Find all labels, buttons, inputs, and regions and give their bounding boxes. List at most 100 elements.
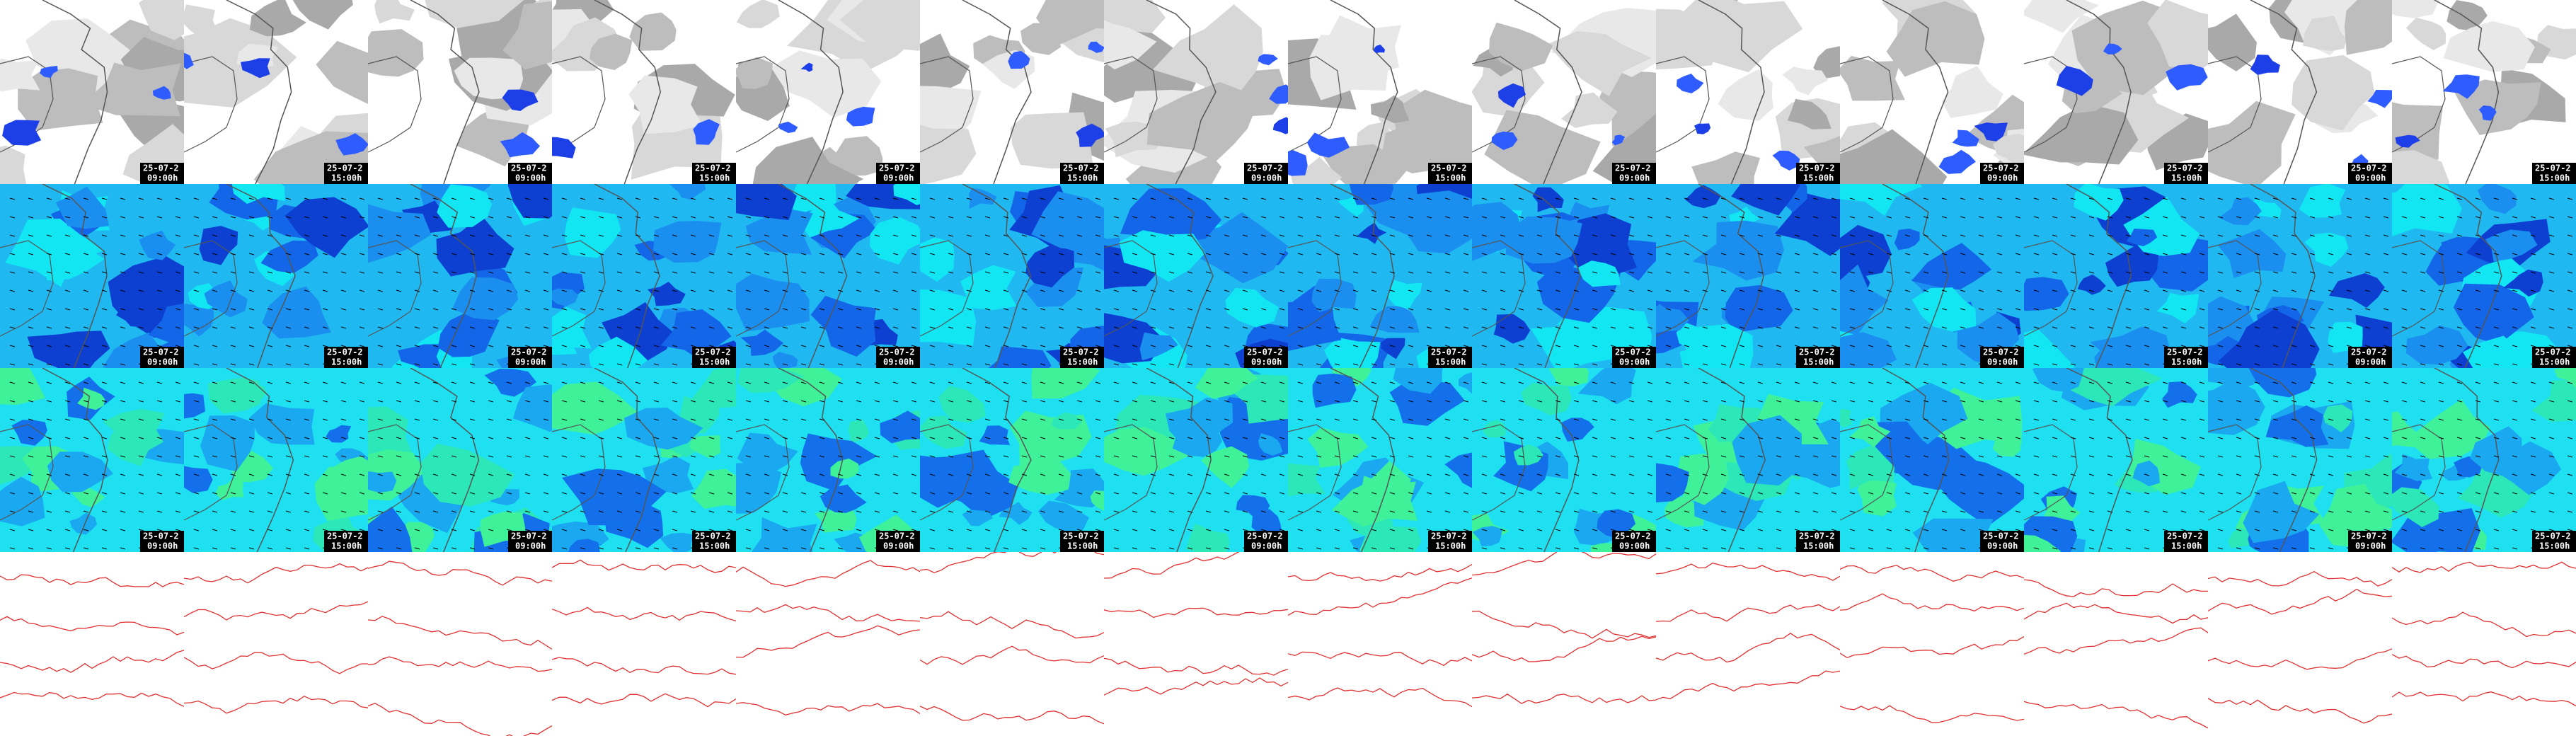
tile-content xyxy=(0,368,184,552)
wind-arrow xyxy=(1205,197,1212,200)
wind-arrow xyxy=(1628,271,1635,274)
wind-arrow xyxy=(1720,308,1727,311)
map-tile: 25-07-215:00h xyxy=(1656,368,1840,552)
wind-arrow xyxy=(2530,455,2536,458)
wind-arrow xyxy=(285,547,292,550)
wind-arrow xyxy=(2125,510,2132,513)
wind-arrow xyxy=(120,510,126,513)
wind-arrow xyxy=(1371,437,1377,439)
blob xyxy=(691,468,736,509)
tile-content xyxy=(1288,0,1472,184)
wind-arrow xyxy=(966,345,972,347)
wind-arrow xyxy=(1665,345,1672,347)
wind-arrow xyxy=(1150,455,1156,458)
blob xyxy=(1185,523,1230,552)
wind-arrow xyxy=(1279,492,1285,495)
wind-arrow xyxy=(2272,253,2279,255)
wind-arrow xyxy=(2217,253,2224,255)
blob xyxy=(1846,444,1894,490)
wind-arrow xyxy=(1684,271,1690,274)
wind-arrow xyxy=(1426,437,1432,439)
wind-arrow xyxy=(1444,197,1451,200)
wind-arrow xyxy=(1187,529,1193,531)
wind-arrow xyxy=(2309,400,2316,403)
wind-arrow xyxy=(2070,473,2076,476)
wind-arrow xyxy=(2291,308,2297,311)
wind-arrow xyxy=(708,197,715,200)
map-tile xyxy=(1104,552,1288,736)
wind-arrow xyxy=(2107,345,2113,347)
wind-arrow xyxy=(304,473,310,476)
wind-arrow xyxy=(1463,234,1469,237)
wind-arrow xyxy=(1500,216,1506,219)
wind-arrow xyxy=(101,455,108,458)
blob xyxy=(1008,450,1071,495)
contour xyxy=(1840,636,2024,659)
wind-arrow xyxy=(524,253,531,255)
border-line xyxy=(552,424,606,521)
wind-arrow xyxy=(28,381,34,384)
wind-arrow xyxy=(1187,473,1193,476)
wind-arrow xyxy=(2272,234,2279,237)
wind-arrow xyxy=(469,455,476,458)
blob xyxy=(1731,184,1800,216)
tile-content xyxy=(2208,368,2392,552)
wind-arrow xyxy=(708,308,715,311)
wind-arrow xyxy=(2125,529,2132,531)
wind-arrow xyxy=(359,234,365,237)
wind-arrow xyxy=(2236,492,2242,495)
wind-arrow xyxy=(1941,197,1948,200)
wind-arrow xyxy=(1996,418,2003,421)
wind-arrow xyxy=(285,326,292,329)
time-label-bg xyxy=(2164,347,2208,368)
wind-arrow xyxy=(1776,455,1782,458)
wind-arrow xyxy=(1279,473,1285,476)
wind-arrow xyxy=(2309,437,2316,439)
wind-arrow xyxy=(1720,197,1727,200)
contour xyxy=(1288,563,1472,582)
wind-arrow xyxy=(1812,473,1819,476)
blob xyxy=(2392,150,2450,184)
wind-arrow xyxy=(488,547,494,550)
border-line xyxy=(920,240,974,337)
wind-arrow xyxy=(396,363,402,366)
wind-arrow xyxy=(156,197,163,200)
wind-arrow xyxy=(1426,197,1432,200)
blob xyxy=(691,368,736,409)
wind-arrow xyxy=(2512,363,2518,366)
wind-arrow xyxy=(230,289,236,292)
wind-arrow xyxy=(156,437,163,439)
map-tile: 25-07-215:00h xyxy=(1288,184,1472,368)
wind-arrow xyxy=(120,308,126,311)
wind-arrow xyxy=(248,547,255,550)
time-label-bg xyxy=(1980,163,2024,184)
wind-arrow xyxy=(1224,345,1230,347)
wind-arrow xyxy=(1003,547,1009,550)
wind-arrow xyxy=(1794,326,1800,329)
time-label-bg xyxy=(1612,531,1656,552)
wind-arrow xyxy=(2438,492,2444,495)
wind-arrow xyxy=(653,308,660,311)
wind-arrow xyxy=(322,345,328,347)
wind-arrow xyxy=(2401,345,2408,347)
wind-arrow xyxy=(322,253,328,255)
map-tile: 25-07-215:00h xyxy=(920,184,1104,368)
wind-arrow xyxy=(1463,253,1469,255)
wind-arrow xyxy=(2493,234,2500,237)
wind-arrow xyxy=(1941,381,1948,384)
wind-arrow xyxy=(1849,289,1856,292)
wind-arrow xyxy=(1776,473,1782,476)
blob xyxy=(2156,292,2200,323)
wind-arrow xyxy=(2328,510,2334,513)
blob xyxy=(2094,344,2141,368)
wind-arrow xyxy=(2180,234,2187,237)
wind-arrow xyxy=(175,271,181,274)
wind-arrow xyxy=(892,437,899,439)
wind-arrow xyxy=(1555,418,1561,421)
wind-arrow xyxy=(2162,400,2168,403)
wind-arrow xyxy=(1242,234,1248,237)
wind-arrow xyxy=(64,400,71,403)
wind-arrow xyxy=(2070,234,2076,237)
wind-arrow xyxy=(1794,400,1800,403)
wind-arrow xyxy=(138,400,144,403)
